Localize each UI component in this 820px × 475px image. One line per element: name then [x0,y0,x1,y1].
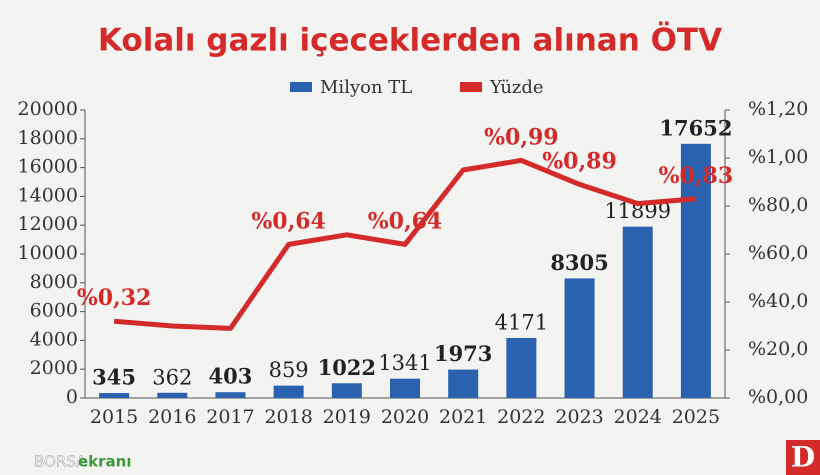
bar-value-label: 17652 [659,115,732,140]
y2-tick-label: %1,00 [748,146,808,168]
x-tick-label: 2021 [439,406,487,428]
bar [99,393,130,398]
bar-value-label: 1341 [378,351,431,375]
y-tick-label: 0 [66,386,78,408]
line-value-label: %0,99 [484,124,559,150]
line-value-label: %0,64 [368,208,443,234]
y-tick-label: 18000 [18,127,78,149]
chart-title: Kolalı gazlı içeceklerden alınan ÖTV [98,22,722,59]
x-tick-label: 2016 [148,406,196,428]
bar [448,369,479,398]
bar [215,392,246,398]
y2-tick-label: %40,0 [748,290,808,312]
x-tick-label: 2023 [555,406,603,428]
bar [622,226,653,398]
x-tick-label: 2022 [497,406,545,428]
x-tick-label: 2020 [381,406,429,428]
bar-value-label: 345 [92,365,136,390]
x-tick-label: 2017 [206,406,254,428]
bar-value-label: 362 [152,365,192,389]
bar [506,337,537,398]
y-tick-label: 12000 [18,213,78,235]
y-tick-label: 16000 [18,156,78,178]
y2-tick-label: %1,20 [748,98,808,120]
line [113,157,697,331]
legend-label: Milyon TL [320,77,412,98]
bar [331,383,362,398]
x-tick-label: 2019 [323,406,371,428]
x-tick-label: 2025 [672,406,720,428]
bar [390,378,420,398]
y2-tick-label: %60,0 [748,242,808,264]
bar-value-label: 4171 [495,310,548,334]
y-tick-label: 10000 [18,242,78,264]
brand-logo: BORSA [34,453,87,471]
y2-tick-label: %20,0 [748,338,808,360]
bar-value-label: 1973 [434,341,492,366]
legend-label: Yüzde [489,77,544,98]
y-tick-label: 14000 [18,184,78,206]
legend-swatch [460,82,482,92]
y-tick-label: 4000 [30,328,78,350]
x-tick-label: 2024 [614,406,662,428]
y-tick-label: 2000 [30,357,78,379]
y2-tick-label: %80,0 [748,194,808,216]
line-value-label: %0,32 [77,285,152,311]
x-tick-label: 2015 [90,406,138,428]
y2-tick-label: %0,00 [748,386,808,408]
y-tick-label: 20000 [18,98,78,120]
bar [564,278,595,398]
y-tick-label: 8000 [30,271,78,293]
brand-logo-sub: ekranı [78,453,132,471]
bar [273,385,304,398]
line-value-label: %0,89 [542,148,617,174]
bar-value-label: 8305 [550,250,608,275]
y-tick-label: 6000 [30,300,78,322]
bar-value-label: 403 [209,364,253,389]
bar-value-label: 1022 [318,355,376,380]
publisher-logo-bg [786,440,820,475]
line-value-label: %0,64 [251,208,326,234]
bar [157,392,188,398]
x-tick-label: 2018 [264,406,312,428]
bar-value-label: 859 [269,358,309,382]
legend-swatch [290,82,312,92]
publisher-logo: D [791,441,815,474]
bar [680,143,711,398]
line-value-label: %0,83 [659,163,734,189]
